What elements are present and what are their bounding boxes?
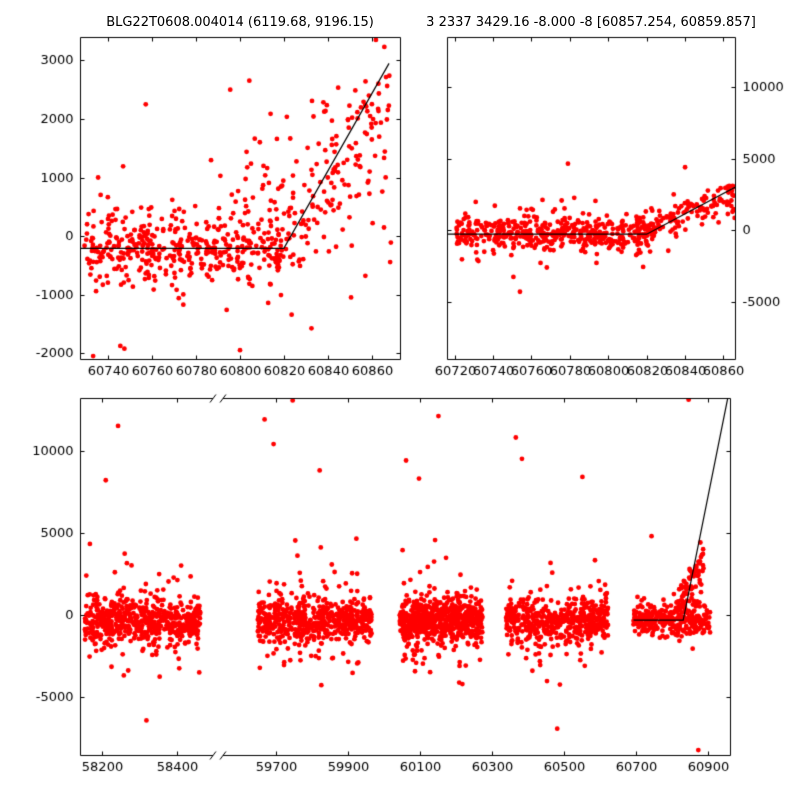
- right-plot-title: 3 2337 3429.16 -8.000 -8 [60857.254, 608…: [426, 15, 756, 30]
- left-plot-title: BLG22T0608.004014 (6119.68, 9196.15): [106, 15, 374, 30]
